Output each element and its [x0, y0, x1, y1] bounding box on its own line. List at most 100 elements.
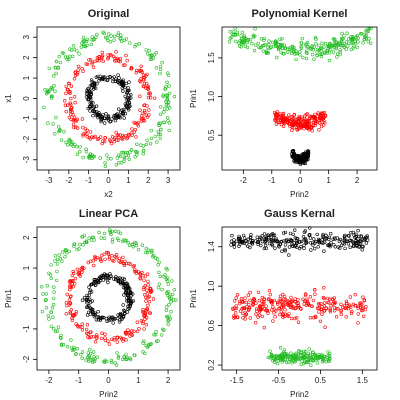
point-series-1 — [303, 118, 308, 122]
point-series-2 — [268, 349, 272, 353]
point-series-0 — [102, 231, 107, 236]
point-series-1 — [88, 58, 93, 62]
point-series-0 — [162, 110, 166, 114]
point-series-0 — [240, 37, 244, 41]
point-series-1 — [103, 136, 107, 140]
point-series-1 — [311, 121, 316, 125]
point-series-1 — [100, 331, 104, 335]
point-series-0 — [314, 37, 318, 41]
point-series-0 — [78, 145, 82, 149]
point-series-2 — [102, 272, 107, 276]
point-series-0 — [72, 348, 76, 352]
point-series-0 — [302, 246, 306, 250]
point-series-0 — [336, 245, 340, 249]
point-series-0 — [273, 39, 278, 43]
point-series-0 — [317, 238, 322, 243]
point-series-0 — [120, 150, 124, 155]
point-series-1 — [93, 134, 97, 139]
point-series-1 — [87, 58, 91, 62]
x-tick-label: -1.5 — [230, 376, 244, 385]
y-tick-label: 1 — [22, 75, 31, 80]
point-series-0 — [53, 259, 57, 263]
point-series-0 — [301, 235, 306, 239]
point-series-1 — [126, 132, 131, 137]
point-series-1 — [147, 300, 152, 304]
point-series-2 — [276, 358, 280, 363]
point-series-1 — [125, 58, 129, 63]
point-series-2 — [93, 279, 97, 284]
point-series-1 — [112, 139, 117, 144]
point-series-2 — [122, 107, 126, 112]
point-series-0 — [112, 38, 116, 42]
point-series-0 — [267, 235, 271, 239]
point-series-1 — [112, 259, 116, 263]
point-series-1 — [353, 292, 357, 297]
point-series-0 — [280, 249, 284, 253]
point-series-0 — [302, 243, 306, 248]
point-series-2 — [294, 354, 298, 358]
point-series-0 — [49, 96, 54, 100]
point-series-0 — [168, 91, 172, 96]
point-series-2 — [122, 277, 127, 281]
y-tick-label: 0 — [22, 296, 31, 301]
point-series-0 — [121, 151, 126, 155]
point-series-0 — [49, 310, 53, 314]
point-series-1 — [317, 301, 321, 306]
point-series-1 — [353, 304, 357, 308]
point-series-1 — [305, 299, 310, 303]
point-series-0 — [124, 153, 128, 157]
point-series-0 — [343, 236, 347, 241]
point-series-0 — [125, 357, 129, 361]
point-series-0 — [276, 45, 280, 49]
point-series-1 — [78, 274, 82, 278]
point-series-0 — [140, 243, 145, 247]
point-series-1 — [153, 96, 157, 101]
point-series-0 — [155, 140, 159, 144]
point-series-0 — [154, 339, 159, 343]
point-series-1 — [115, 138, 119, 142]
point-series-0 — [315, 232, 319, 237]
point-series-0 — [139, 143, 143, 147]
point-series-0 — [255, 235, 259, 239]
point-series-1 — [114, 252, 119, 257]
point-series-0 — [109, 34, 113, 38]
point-series-1 — [80, 117, 85, 121]
point-series-0 — [166, 71, 170, 75]
point-series-0 — [70, 142, 74, 146]
point-series-0 — [260, 239, 265, 244]
point-series-1 — [88, 130, 93, 134]
point-series-1 — [281, 117, 286, 122]
point-series-0 — [158, 112, 163, 117]
point-series-2 — [109, 119, 113, 124]
point-series-1 — [258, 307, 263, 312]
point-series-0 — [321, 234, 325, 238]
point-series-1 — [140, 114, 144, 118]
point-series-2 — [126, 307, 130, 311]
point-series-2 — [116, 276, 120, 280]
point-series-0 — [90, 35, 95, 39]
x-axis-label: Prin2 — [290, 390, 309, 399]
point-series-0 — [145, 250, 150, 255]
point-series-1 — [136, 120, 140, 125]
point-series-0 — [152, 333, 156, 337]
point-series-0 — [116, 238, 121, 243]
point-series-0 — [109, 358, 114, 363]
point-series-2 — [92, 105, 97, 109]
point-series-0 — [160, 287, 164, 292]
point-series-2 — [102, 121, 107, 125]
point-series-1 — [322, 286, 326, 290]
point-series-0 — [51, 74, 56, 78]
point-series-1 — [123, 134, 128, 138]
point-series-0 — [106, 157, 110, 161]
point-series-1 — [117, 256, 122, 261]
point-series-0 — [57, 128, 62, 133]
point-series-1 — [279, 305, 283, 309]
point-series-0 — [116, 354, 121, 359]
point-series-1 — [356, 304, 360, 309]
point-series-2 — [126, 298, 131, 303]
point-series-2 — [87, 293, 91, 297]
point-series-1 — [136, 329, 140, 333]
point-series-0 — [108, 39, 113, 44]
point-series-1 — [112, 59, 117, 63]
point-series-2 — [85, 305, 89, 309]
